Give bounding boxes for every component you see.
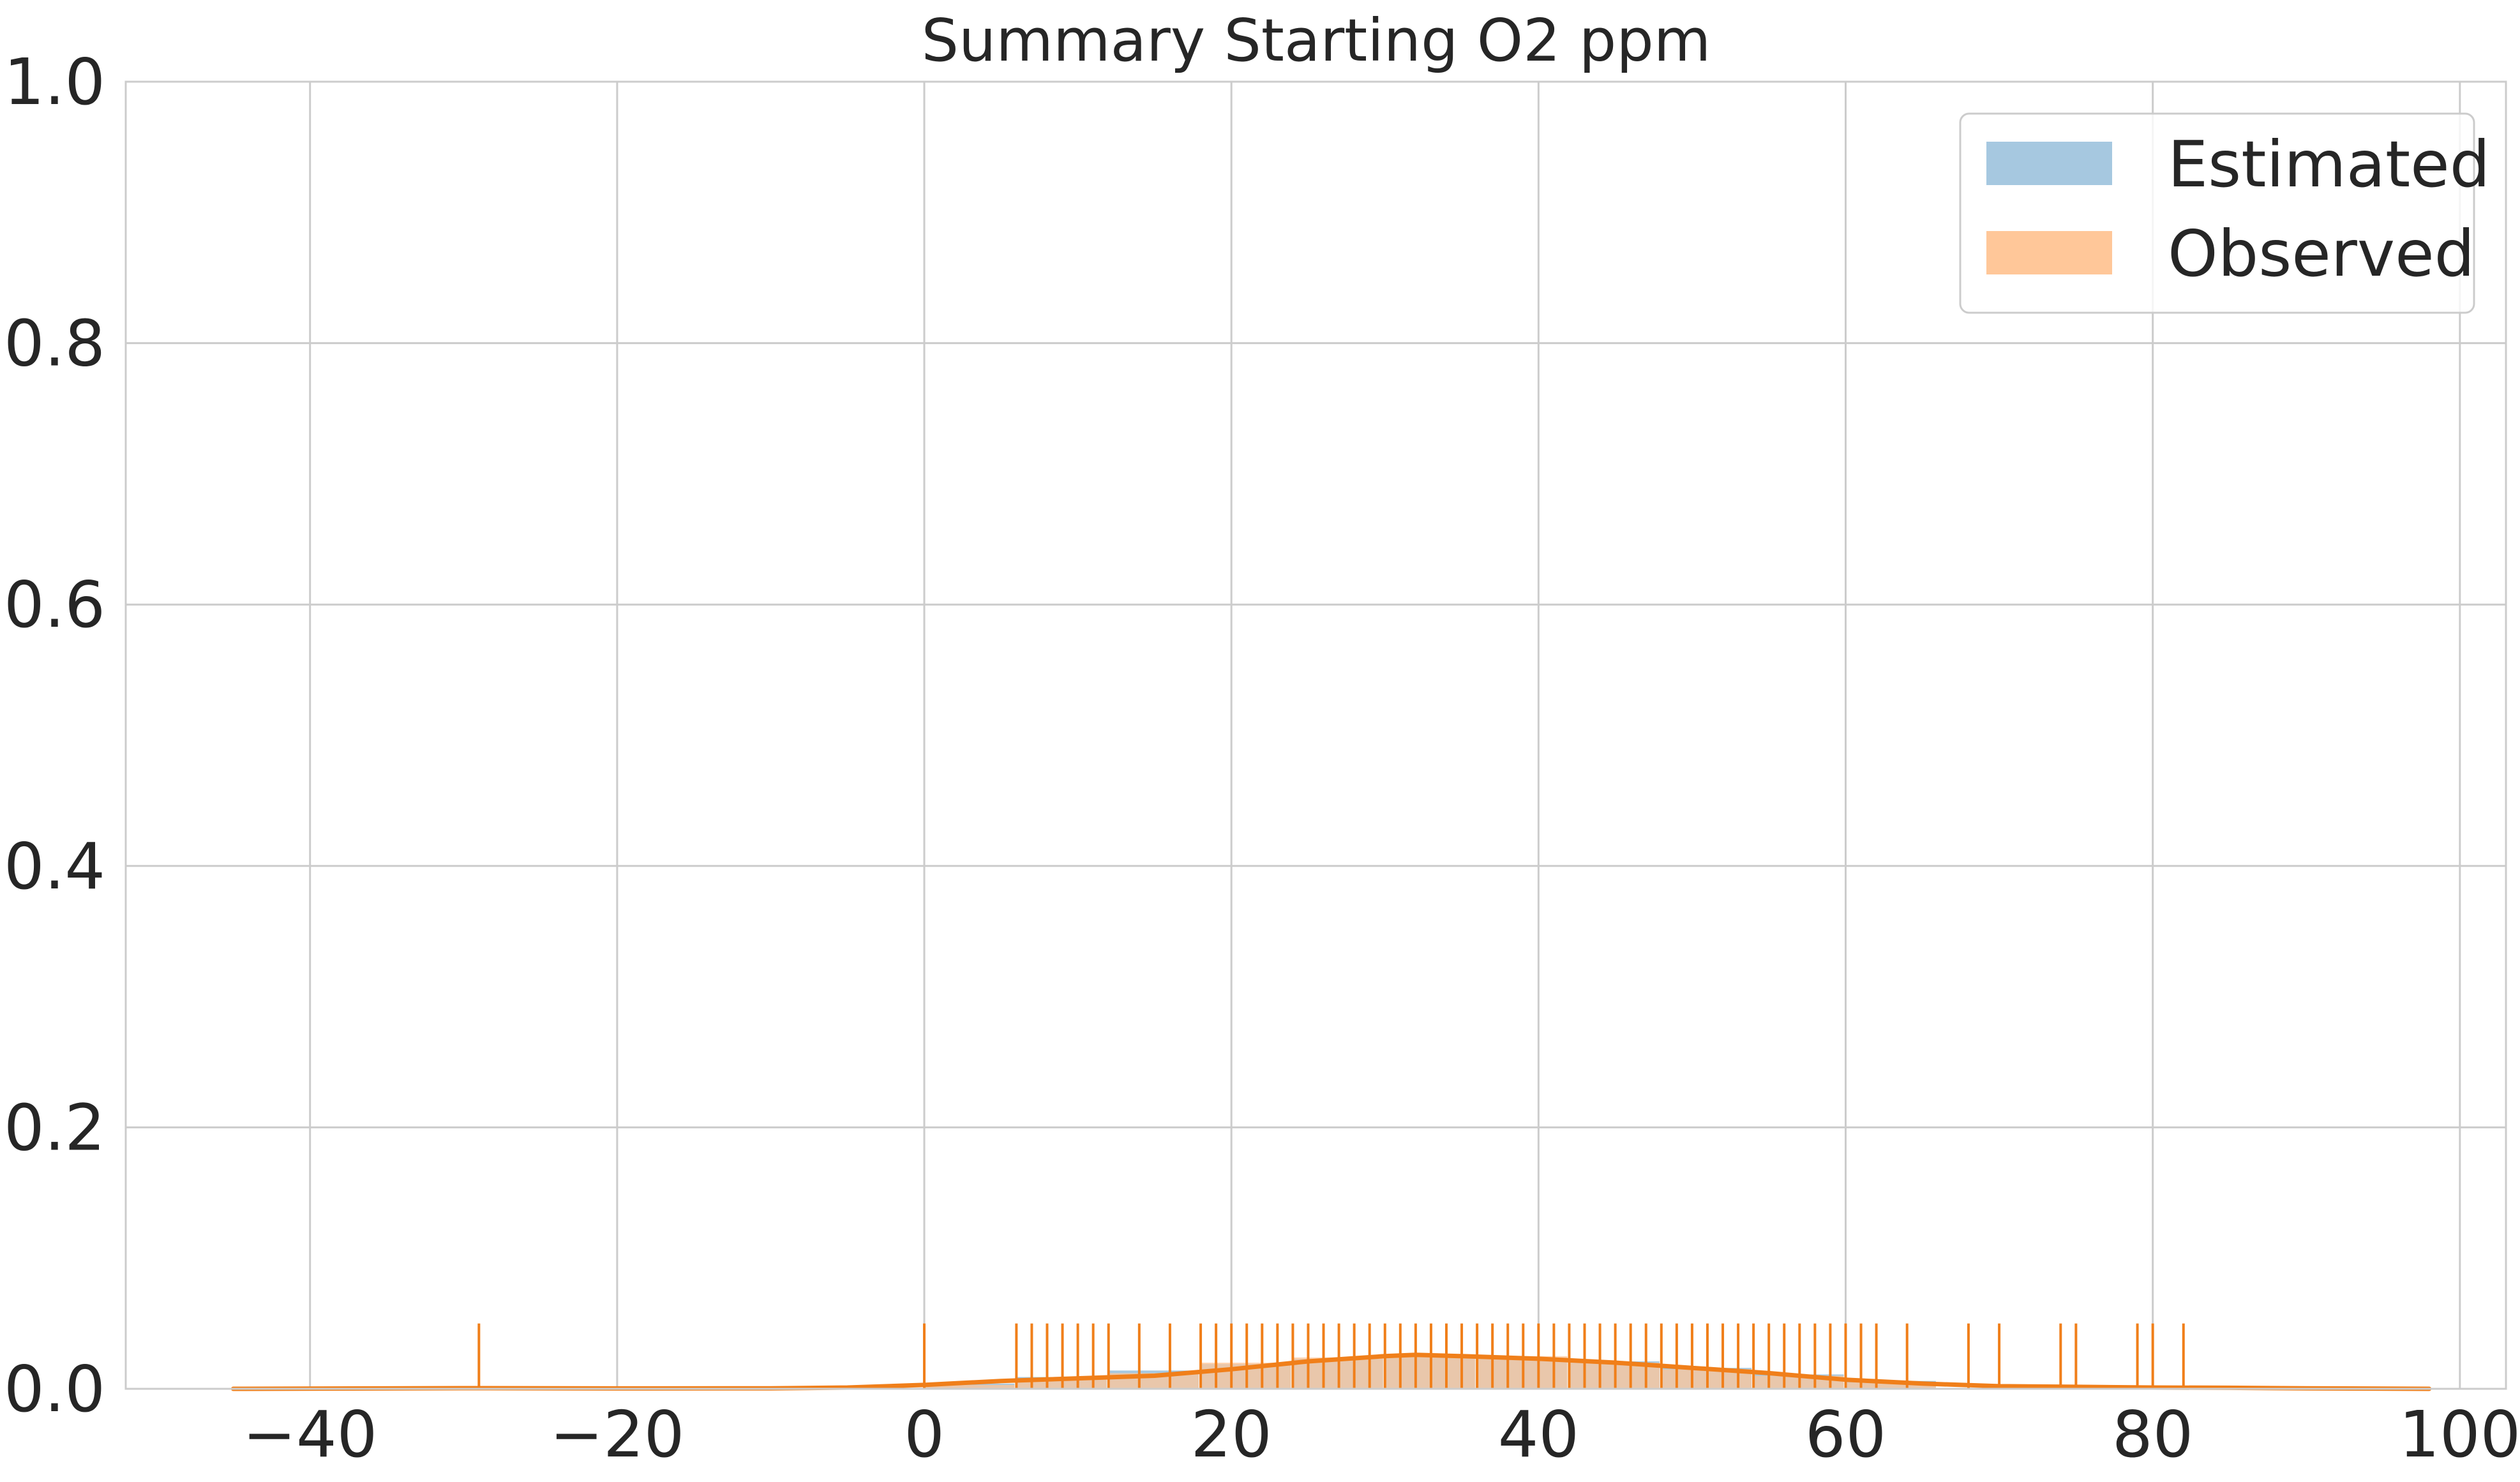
- x-tick-label-4: 40: [1498, 1397, 1579, 1472]
- y-tick-label-4: 0.8: [4, 306, 105, 381]
- x-tick-label-1: −20: [550, 1397, 684, 1472]
- legend: Estimated Observed: [1959, 112, 2490, 314]
- x-tick-label-0: −40: [243, 1397, 377, 1472]
- y-tick-label-2: 0.4: [4, 829, 105, 904]
- x-tick-label-3: 20: [1191, 1397, 1272, 1472]
- observed-bar-10: [1845, 1382, 1936, 1389]
- y-tick-label-1: 0.2: [4, 1090, 105, 1165]
- legend-label-observed: Observed: [2168, 216, 2475, 291]
- x-tick-label-7: 100: [2399, 1397, 2520, 1472]
- x-tick-label-2: 0: [904, 1397, 945, 1472]
- legend-label-estimated: Estimated: [2168, 127, 2490, 202]
- x-tick-labels: −40 −20 0 20 40 60 80 100: [243, 1397, 2520, 1472]
- x-tick-label-6: 80: [2112, 1397, 2193, 1472]
- y-tick-label-0: 0.0: [4, 1352, 105, 1426]
- legend-swatch-observed: [1986, 231, 2112, 274]
- y-tick-labels: 0.0 0.2 0.4 0.6 0.8 1.0: [4, 45, 105, 1426]
- observed-bar-0: [924, 1384, 1015, 1389]
- y-tick-label-5: 1.0: [4, 45, 105, 119]
- legend-swatch-estimated: [1986, 142, 2112, 185]
- plot-frame: [124, 80, 2507, 1390]
- observed-kde-line: [230, 1352, 2432, 1391]
- y-tick-label-3: 0.6: [4, 567, 105, 642]
- chart-title: Summary Starting O2 ppm: [922, 6, 1711, 75]
- x-tick-label-5: 60: [1805, 1397, 1886, 1472]
